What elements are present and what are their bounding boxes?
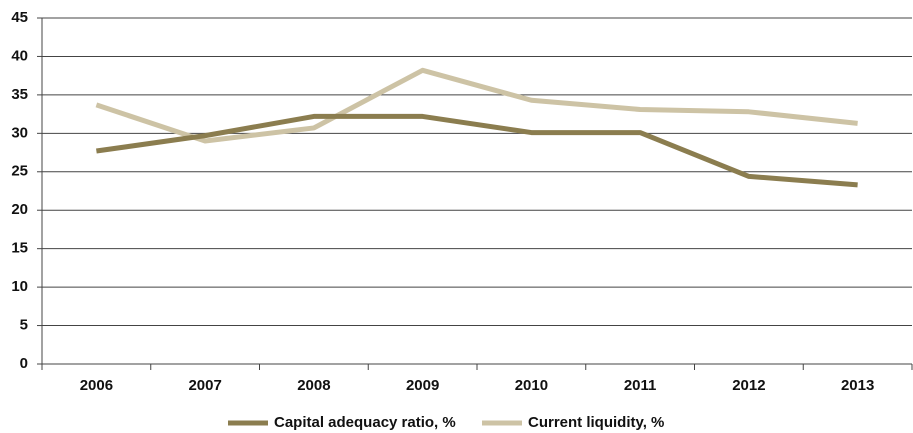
series-line <box>95 67 858 144</box>
x-tick-label: 2012 <box>732 377 765 394</box>
x-tick-label: 2008 <box>297 377 330 394</box>
y-tick-label: 20 <box>11 201 28 218</box>
legend-label: Capital adequacy ratio, % <box>274 414 456 431</box>
y-tick-label: 5 <box>20 317 28 334</box>
y-tick-label: 0 <box>20 355 28 372</box>
y-tick-label: 15 <box>11 240 28 257</box>
y-tick-label: 25 <box>11 163 28 180</box>
legend-label: Current liquidity, % <box>528 414 664 431</box>
x-tick-label: 2009 <box>406 377 439 394</box>
x-tick-label: 2013 <box>841 377 874 394</box>
x-tick-label: 2011 <box>624 377 657 394</box>
x-tick-label: 2010 <box>515 377 548 394</box>
y-tick-label: 30 <box>11 124 28 141</box>
y-tick-label: 40 <box>11 47 28 64</box>
x-tick-label: 2006 <box>80 377 113 394</box>
x-tick-label: 2007 <box>188 377 221 394</box>
y-tick-label: 45 <box>11 9 28 26</box>
y-tick-label: 10 <box>11 278 28 295</box>
series-line <box>96 113 858 188</box>
y-tick-label: 35 <box>11 86 28 103</box>
